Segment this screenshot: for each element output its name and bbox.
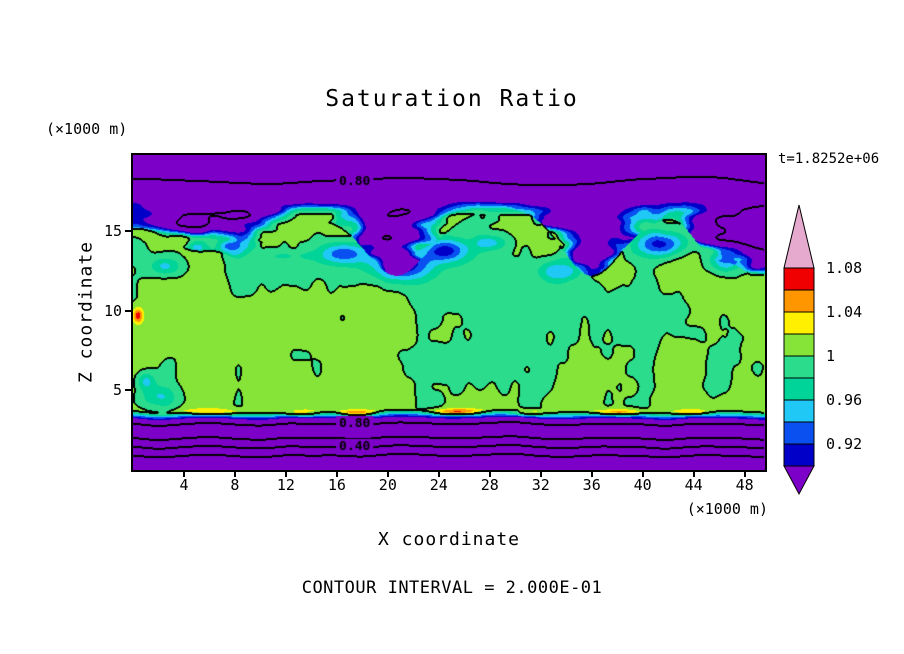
x-tick-label: 4: [179, 476, 189, 494]
colorbar-bottom-arrow: [783, 465, 815, 496]
colorbar-tick-label: 1.04: [826, 303, 863, 321]
x-tick-label: 12: [276, 476, 295, 494]
x-tick-label: 48: [735, 476, 754, 494]
colorbar-segment-teal: [783, 377, 815, 401]
plot-title: Saturation Ratio: [325, 86, 579, 112]
colorbar-tick-label: 1: [826, 347, 836, 365]
y-tick-mark: [125, 389, 131, 392]
contour-field-canvas: [133, 155, 765, 470]
x-tick-label: 24: [429, 476, 448, 494]
x-tick-label: 8: [230, 476, 240, 494]
x-tick-label: 36: [582, 476, 601, 494]
colorbar-segment-cyan: [783, 399, 815, 423]
colorbar-top-arrow: [783, 204, 815, 269]
colorbar-tick-label: 0.92: [826, 435, 863, 453]
time-label: t=1.8252e+06: [778, 151, 880, 167]
x-tick-mark: [743, 472, 746, 477]
contour-interval-label: CONTOUR INTERVAL = 2.000E-01: [301, 578, 603, 598]
y-tick-mark: [125, 230, 131, 233]
plot-frame: [131, 153, 767, 472]
x-tick-mark: [233, 472, 236, 477]
x-tick-label: 20: [378, 476, 397, 494]
colorbar-tick-label: 0.96: [826, 391, 863, 409]
colorbar-segment-orange: [783, 289, 815, 313]
colorbar: [783, 204, 815, 496]
colorbar-segment-blue: [783, 421, 815, 445]
x-tick-mark: [692, 472, 695, 477]
y-tick-label: 15: [103, 222, 122, 241]
colorbar-segment-yellow: [783, 311, 815, 335]
y-tick-label: 5: [112, 381, 122, 400]
x-tick-label: 16: [327, 476, 346, 494]
x-tick-label: 40: [633, 476, 652, 494]
colorbar-segment-red: [783, 267, 815, 291]
x-tick-mark: [182, 472, 185, 477]
x-tick-label: 44: [684, 476, 703, 494]
x-tick-label: 32: [531, 476, 550, 494]
x-tick-mark: [437, 472, 440, 477]
x-tick-mark: [488, 472, 491, 477]
x-tick-mark: [284, 472, 287, 477]
x-tick-label: 28: [480, 476, 499, 494]
colorbar-segment-green2: [783, 355, 815, 379]
x-tick-mark: [641, 472, 644, 477]
x-tick-mark: [335, 472, 338, 477]
y-axis-unit: (×1000 m): [46, 120, 128, 138]
x-axis-unit: (×1000 m): [686, 500, 768, 518]
x-tick-mark: [539, 472, 542, 477]
colorbar-tick-label: 1.08: [826, 259, 863, 277]
x-axis-label: X coordinate: [377, 529, 521, 550]
x-tick-mark: [590, 472, 593, 477]
colorbar-segment-navy: [783, 443, 815, 467]
y-tick-label: 10: [103, 301, 122, 320]
colorbar-segment-ygreen: [783, 333, 815, 357]
y-tick-mark: [125, 309, 131, 312]
colorbar-labels: 1.08 1.04 1 0.96 0.92: [826, 0, 886, 654]
x-tick-mark: [386, 472, 389, 477]
